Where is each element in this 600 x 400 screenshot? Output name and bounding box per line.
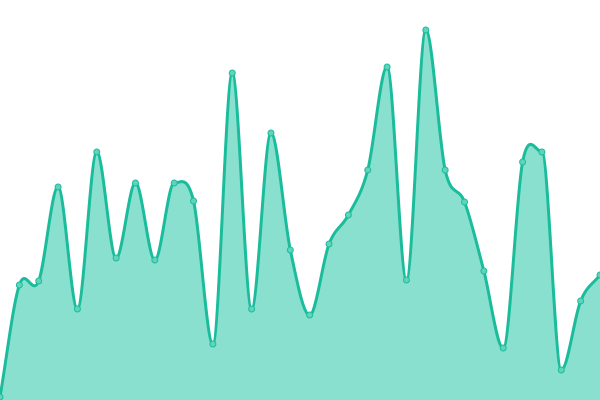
data-point <box>519 158 527 166</box>
data-point <box>190 197 198 205</box>
data-points <box>0 26 600 400</box>
data-point <box>93 148 101 156</box>
data-point <box>15 281 23 289</box>
data-point <box>364 166 372 174</box>
data-point <box>402 276 410 284</box>
data-point <box>557 366 565 374</box>
data-point <box>73 305 81 313</box>
data-point <box>209 340 217 348</box>
data-point <box>577 297 585 305</box>
data-point <box>325 240 333 248</box>
data-point <box>0 393 4 400</box>
data-point <box>267 129 275 137</box>
data-point <box>596 271 600 279</box>
data-point <box>538 148 546 156</box>
data-point <box>499 344 507 352</box>
data-point <box>286 246 294 254</box>
data-point <box>441 166 449 174</box>
data-point <box>54 183 62 191</box>
data-point <box>306 311 314 319</box>
data-point <box>248 305 256 313</box>
data-point <box>422 26 430 34</box>
data-point <box>170 179 178 187</box>
data-point <box>344 211 352 219</box>
data-point <box>131 179 139 187</box>
area-fill <box>0 30 600 400</box>
data-point <box>461 198 469 206</box>
data-point <box>228 69 236 77</box>
data-point <box>480 267 488 275</box>
data-point <box>151 256 159 264</box>
data-point <box>35 277 43 285</box>
data-point <box>383 63 391 71</box>
data-point <box>112 254 120 262</box>
